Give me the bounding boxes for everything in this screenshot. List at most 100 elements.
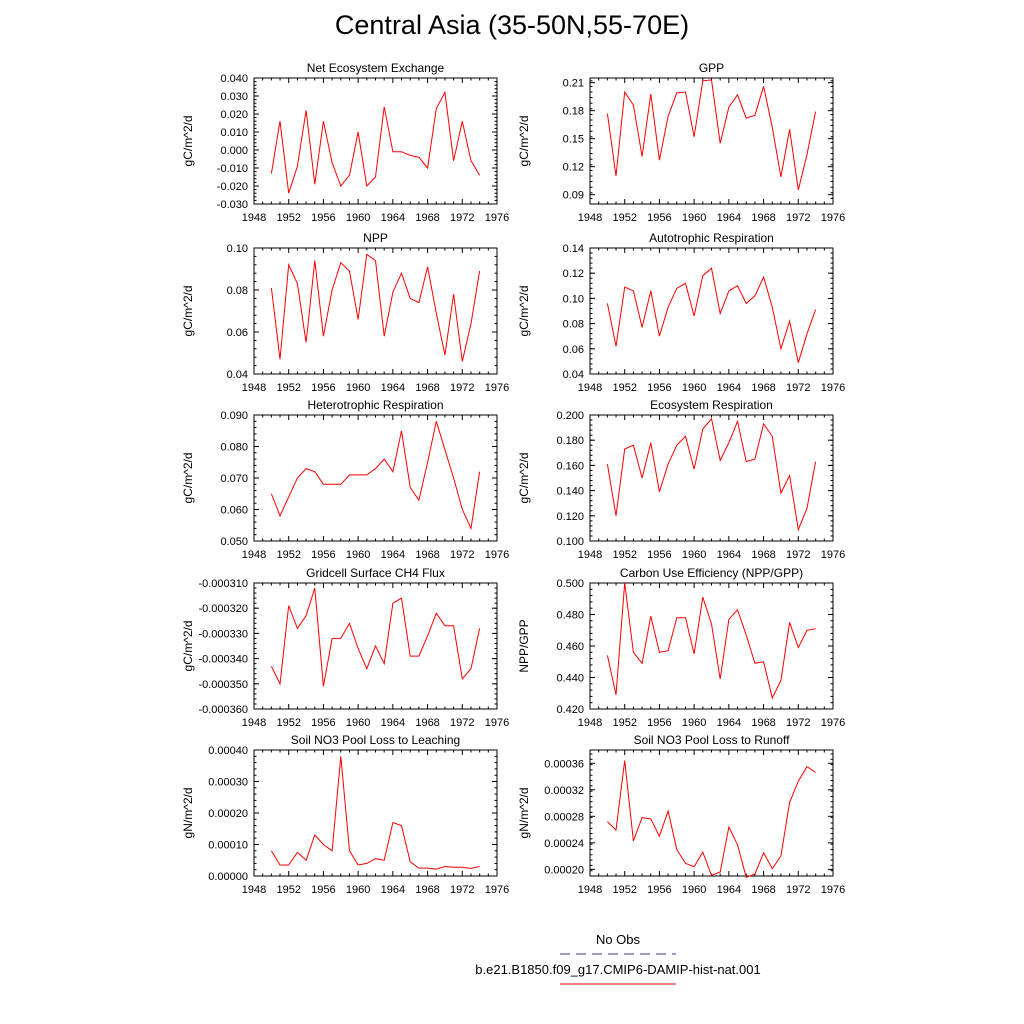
- x-tick-label: 1968: [751, 549, 775, 561]
- y-tick-label: 0.00000: [208, 871, 248, 883]
- x-tick-label: 1960: [682, 884, 706, 896]
- y-tick-label: 0.04: [563, 369, 584, 381]
- y-tick-label: 0.15: [563, 134, 584, 146]
- x-tick-label: 1948: [578, 212, 602, 224]
- plot-title: Autotrophic Respiration: [649, 231, 774, 245]
- y-tick-label: 0.140: [556, 486, 584, 498]
- x-tick-label: 1976: [485, 717, 509, 729]
- x-tick-label: 1952: [612, 212, 636, 224]
- y-tick-label: 0.00036: [544, 758, 584, 770]
- y-tick-label: 0.500: [556, 578, 584, 590]
- series-line: [270, 90, 481, 194]
- x-tick-label: 1948: [578, 717, 602, 729]
- x-tick-label: 1976: [821, 549, 845, 561]
- y-tick-label: 0.00010: [208, 840, 248, 852]
- y-axis-label: gC/m^2/d: [517, 116, 531, 167]
- plot-frame: [589, 582, 834, 710]
- y-tick-label: 0.460: [556, 641, 584, 653]
- panel-10: Soil NO3 Pool Loss to Runoff gN/m^2/d 1948…: [517, 733, 845, 896]
- series-line: [606, 267, 817, 363]
- x-tick-label: 1972: [786, 212, 810, 224]
- x-tick-label: 1972: [786, 549, 810, 561]
- y-tick-label: 0.09: [563, 190, 584, 202]
- x-tick-label: 1968: [415, 549, 439, 561]
- x-tick-label: 1952: [612, 717, 636, 729]
- x-tick-label: 1956: [311, 717, 335, 729]
- x-tick-label: 1968: [415, 212, 439, 224]
- x-tick-label: 1964: [381, 382, 405, 394]
- x-tick-label: 1956: [311, 382, 335, 394]
- x-tick-label: 1972: [786, 717, 810, 729]
- x-tick-label: 1972: [450, 382, 474, 394]
- x-tick-label: 1960: [346, 717, 370, 729]
- y-tick-label: 0.10: [227, 243, 248, 255]
- main-title: Central Asia (35-50N,55-70E): [334, 10, 690, 40]
- y-tick-label: 0.060: [220, 505, 248, 517]
- x-tick-label: 1960: [346, 382, 370, 394]
- x-tick-label: 1964: [717, 382, 741, 394]
- x-tick-label: 1948: [242, 717, 266, 729]
- x-tick-label: 1952: [276, 382, 300, 394]
- y-tick-label: 0.090: [220, 410, 248, 422]
- x-tick-label: 1952: [612, 549, 636, 561]
- x-tick-label: 1964: [717, 549, 741, 561]
- y-axis-label: gC/m^2/d: [181, 621, 195, 672]
- y-tick-label: 0.020: [220, 109, 248, 121]
- x-tick-label: 1976: [821, 212, 845, 224]
- panel-9: Soil NO3 Pool Loss to Leaching gN/m^2/d 19…: [181, 733, 509, 896]
- legend-no-obs-label: No Obs: [595, 932, 641, 947]
- panel-2: GPP gC/m^2/d 1948 1952 1956 1960 1964 1968 1972 1…: [517, 61, 845, 224]
- x-tick-label: 1972: [450, 549, 474, 561]
- y-tick-label: -0.000330: [198, 628, 248, 640]
- x-tick-label: 1964: [381, 884, 405, 896]
- plot-frame: [589, 414, 834, 542]
- x-tick-label: 1960: [346, 549, 370, 561]
- y-axis-label: gN/m^2/d: [517, 788, 531, 839]
- x-tick-label: 1956: [311, 884, 335, 896]
- panel-7: Gridcell Surface CH4 Flux gC/m^2/d 1948 195…: [181, 566, 509, 729]
- x-tick-label: 1964: [717, 717, 741, 729]
- y-tick-label: 0.00032: [544, 785, 584, 797]
- y-axis-label: gC/m^2/d: [517, 286, 531, 337]
- y-tick-label: 0.00020: [208, 808, 248, 820]
- y-tick-label: 0.00020: [544, 864, 584, 876]
- plot-frame: [589, 749, 834, 877]
- y-tick-label: 0.440: [556, 673, 584, 685]
- x-tick-label: 1976: [485, 884, 509, 896]
- y-tick-label: 0.21: [563, 78, 584, 90]
- y-tick-label: 0.010: [220, 127, 248, 139]
- x-tick-label: 1972: [786, 382, 810, 394]
- y-tick-label: 0.050: [220, 536, 248, 548]
- y-axis-label: gN/m^2/d: [181, 788, 195, 839]
- y-tick-label: 0.04: [227, 369, 248, 381]
- x-tick-label: 1976: [485, 549, 509, 561]
- plot-frame: [253, 247, 498, 375]
- y-tick-label: 0.10: [563, 293, 584, 305]
- y-tick-label: -0.000350: [198, 679, 248, 691]
- y-tick-label: 0.12: [563, 268, 584, 280]
- y-tick-label: 0.420: [556, 704, 584, 716]
- plot-frame: [253, 77, 498, 205]
- legend-run-label: b.e21.B1850.f09_g17.CMIP6-DAMIP-hist-nat…: [475, 962, 761, 977]
- x-tick-label: 1948: [242, 382, 266, 394]
- x-tick-label: 1956: [647, 382, 671, 394]
- x-tick-label: 1964: [717, 212, 741, 224]
- x-tick-label: 1968: [415, 382, 439, 394]
- x-tick-label: 1964: [381, 212, 405, 224]
- x-tick-label: 1948: [578, 382, 602, 394]
- x-tick-label: 1968: [751, 884, 775, 896]
- x-tick-label: 1964: [717, 884, 741, 896]
- x-tick-label: 1968: [415, 884, 439, 896]
- y-tick-label: 0.160: [556, 460, 584, 472]
- plot-title: Gridcell Surface CH4 Flux: [306, 566, 445, 580]
- series-line: [270, 421, 481, 531]
- x-tick-label: 1956: [311, 549, 335, 561]
- x-tick-label: 1972: [786, 884, 810, 896]
- x-tick-label: 1960: [682, 717, 706, 729]
- x-tick-label: 1956: [647, 717, 671, 729]
- y-tick-label: 0.06: [563, 344, 584, 356]
- y-tick-label: 0.08: [227, 285, 248, 297]
- x-tick-label: 1952: [276, 549, 300, 561]
- x-tick-label: 1952: [276, 884, 300, 896]
